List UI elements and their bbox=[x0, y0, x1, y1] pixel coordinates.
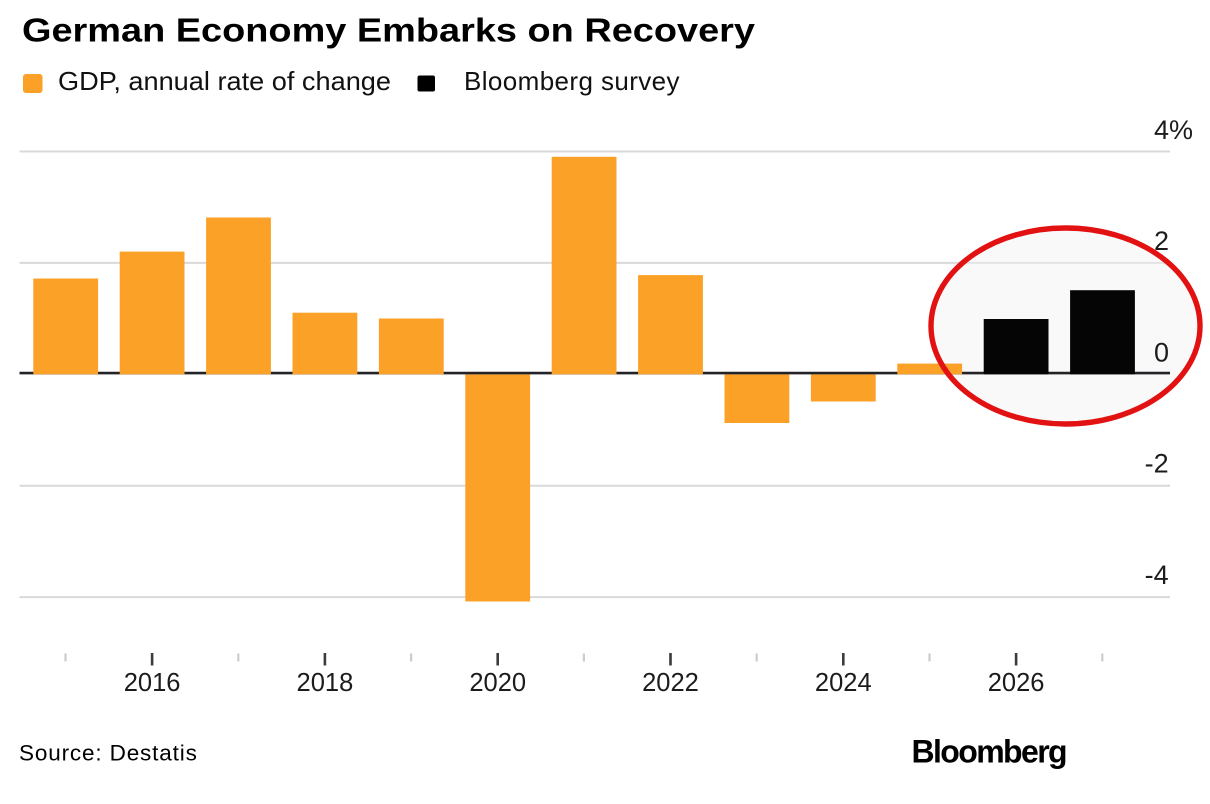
svg-text:2016: 2016 bbox=[124, 669, 181, 697]
svg-text:-2: -2 bbox=[1145, 449, 1169, 479]
svg-text:2022: 2022 bbox=[642, 669, 699, 697]
svg-text:German Economy Embarks on Reco: German Economy Embarks on Recovery bbox=[22, 12, 756, 49]
svg-text:-4: -4 bbox=[1145, 560, 1169, 590]
svg-text:4%: 4% bbox=[1154, 115, 1193, 145]
svg-text:0: 0 bbox=[1154, 337, 1169, 367]
svg-text:Bloomberg: Bloomberg bbox=[912, 734, 1067, 770]
svg-text:2: 2 bbox=[1154, 226, 1169, 256]
svg-text:2018: 2018 bbox=[297, 669, 354, 697]
svg-text:Bloomberg survey: Bloomberg survey bbox=[464, 66, 680, 96]
svg-text:GDP, annual rate of change: GDP, annual rate of change bbox=[58, 66, 391, 96]
svg-text:2026: 2026 bbox=[988, 669, 1045, 697]
svg-text:2024: 2024 bbox=[815, 669, 872, 697]
svg-text:2020: 2020 bbox=[469, 669, 526, 697]
svg-text:Source: Destatis: Source: Destatis bbox=[19, 740, 198, 765]
